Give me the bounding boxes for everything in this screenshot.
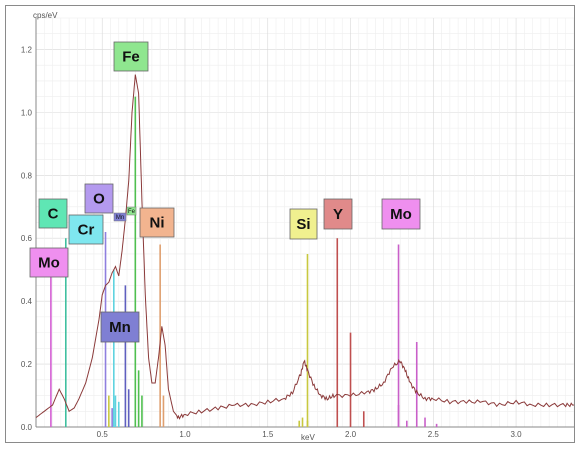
y-tick-label: 0.4 <box>21 297 33 306</box>
element-label-text: Fe <box>122 49 140 66</box>
element-label-box <box>84 183 114 214</box>
x-tick-label: 2.5 <box>428 430 440 439</box>
element-label-box <box>381 198 421 230</box>
y-tick-label: 0.0 <box>21 423 33 432</box>
small-marker-box <box>113 212 127 222</box>
small-marker-mn: Mn <box>113 212 127 222</box>
element-label-si: Si <box>289 208 318 240</box>
x-tick-label: 2.0 <box>345 430 357 439</box>
element-label-box <box>139 207 175 238</box>
element-label-y: Y <box>323 198 353 230</box>
element-label-text: Si <box>296 216 310 233</box>
element-label-box <box>68 214 104 245</box>
x-axis-unit-label: keV <box>301 433 315 442</box>
element-label-cr: Cr <box>68 214 104 245</box>
element-label-box <box>29 247 69 278</box>
element-label-mo: Mo <box>29 247 69 278</box>
element-label-text: Cr <box>78 222 95 239</box>
y-tick-label: 0.8 <box>21 171 33 180</box>
element-label-box <box>100 311 140 343</box>
element-label-text: Mo <box>38 255 60 272</box>
chart-frame: 0.0 0.2 0.4 0.6 0.8 1.0 1.2 0.5 1.0 1.5 2.0 2.5 3.0 … <box>5 5 575 443</box>
element-label-o: O <box>84 183 114 214</box>
element-label-fe: Fe <box>113 41 149 72</box>
y-tick-label: 1.2 <box>21 45 33 54</box>
element-label-text: O <box>93 191 105 208</box>
element-label-c: C <box>38 198 68 229</box>
element-label-text: Mo <box>390 206 412 223</box>
element-label-box <box>38 198 68 229</box>
y-axis-unit-label: cps/eV <box>33 11 58 20</box>
y-tick-label: 1.0 <box>21 108 33 117</box>
element-label-box <box>323 198 353 230</box>
element-label-box <box>289 208 318 240</box>
x-tick-label: 1.5 <box>262 430 274 439</box>
element-label-text: Mn <box>109 319 131 336</box>
element-label-mo: Mo <box>381 198 421 230</box>
spectrum-line <box>35 74 574 420</box>
element-label-ni: Ni <box>139 207 175 238</box>
y-tick-label: 0.2 <box>21 360 33 369</box>
small-marker-box <box>126 206 137 216</box>
element-label-mn: Mn <box>100 311 140 343</box>
small-marker-text: Fe <box>128 209 136 215</box>
element-label-text: Ni <box>150 215 165 232</box>
element-label-box <box>113 41 149 72</box>
x-tick-label: 1.0 <box>179 430 191 439</box>
y-tick-label: 0.6 <box>21 234 33 243</box>
element-label-text: C <box>48 206 59 223</box>
small-marker-text: Mn <box>116 215 124 221</box>
element-label-text: Y <box>333 206 343 223</box>
x-tick-label: 3.0 <box>510 430 522 439</box>
eds-spectrum-chart: 0.00.20.40.60.81.01.20.5 1.0 1.5 2.0 2.5 3.0 … <box>21 11 574 442</box>
x-tick-label: 0.5 <box>97 430 109 439</box>
small-marker-fe: Fe <box>126 206 137 216</box>
